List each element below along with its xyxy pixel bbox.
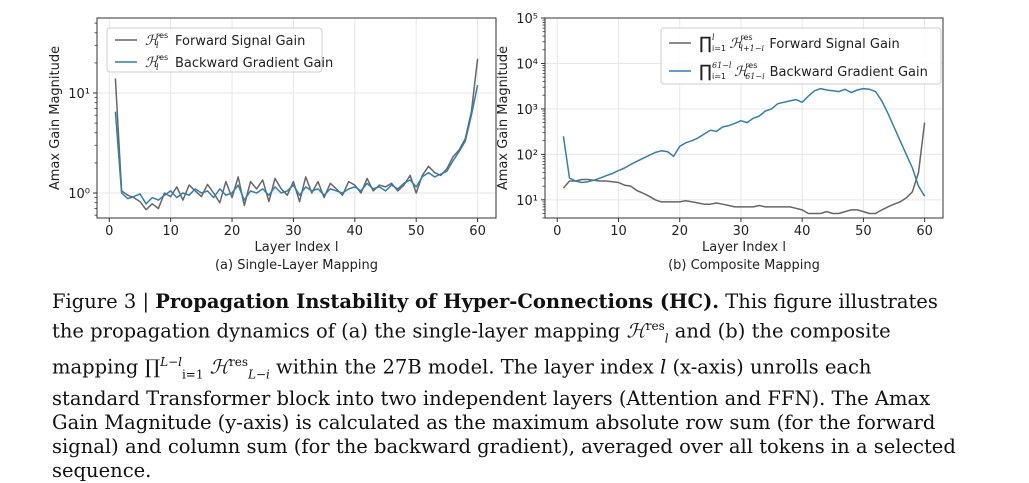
caption-text-3: within the 27B model. The layer index (269, 355, 660, 379)
panel-b-ytick-label-100: 10² (516, 148, 538, 163)
panel-a-xtick-label-50: 50 (408, 224, 425, 239)
panel-b-ticks: 0 10 20 30 40 50 60 10¹ 10² 10³ 10⁴ 10⁵ (516, 12, 933, 239)
panel-a-series-backward-line (114, 84, 479, 205)
caption-math-prod-sup: L−l (160, 355, 182, 370)
caption-math-h-sup: res (645, 319, 665, 333)
caption-math-l: l (660, 355, 667, 379)
panel-b-frame (544, 17, 944, 219)
panel-a-xtick-label-60: 60 (469, 224, 486, 239)
panel-b-xtick-label-0: 0 (553, 224, 561, 239)
panel-a-ytick-label-10: 10¹ (68, 87, 90, 102)
panel-a-legend-box (106, 27, 323, 73)
panel-b-legend-box (660, 27, 942, 85)
panel-a-xtick-label-10: 10 (162, 224, 179, 239)
panel-a-legend-sup-backward: res (156, 53, 168, 62)
caption-text-1: This figure illustrates the propagation … (52, 290, 938, 343)
panel-a-legend-sub-forward: l (156, 41, 159, 50)
panel-b-legend-prod-sup-backward: 61−l (712, 61, 732, 70)
panel-b-xlabel: Layer Index l (702, 240, 786, 255)
panel-b-legend-label-backward: Backward Gradient Gain (770, 65, 928, 80)
panel-b-legend-sup-forward: res (740, 33, 752, 42)
panel-a-xtick-label-20: 20 (224, 224, 241, 239)
panel-b-xtick-label-30: 30 (733, 224, 750, 239)
panel-b-series-backward-line (562, 87, 926, 197)
panel-a-legend-sup-forward: res (156, 31, 168, 40)
panel-b-series (562, 87, 926, 215)
panel-b-legend-sub-forward: l+1−i (740, 44, 764, 53)
panel-b-legend: ∏ li=1 ℋresl+1−i Forward Signal Gain∏ 61−li=… (660, 27, 942, 85)
panel-a-series (114, 58, 479, 211)
caption-math-prod: ∏ (144, 355, 161, 379)
panel-a-xtick-label-40: 40 (347, 224, 364, 239)
panel-b-legend-prod-forward: ∏ (699, 34, 712, 54)
panel-b-legend-sup-backward: res (745, 61, 757, 70)
panel-b-xtick-label-20: 20 (671, 224, 688, 239)
panel-b-ytick-label-10000: 10⁴ (516, 57, 538, 72)
caption-label: Figure 3 | (52, 290, 156, 313)
panel-b-legend-prod-sup-forward: l (712, 33, 715, 42)
panel-b-ytick-label-1000: 10³ (516, 103, 538, 118)
panel-a-legend-math-forward: ℋ (145, 33, 161, 49)
panel-b-xtick-label-10: 10 (610, 224, 627, 239)
panel-a-frame (96, 17, 497, 219)
caption-title: Propagation Instability of Hyper-Connect… (155, 290, 720, 313)
panel-a-xtick-label-30: 30 (285, 224, 302, 239)
panel-b-legend-math-backward: ℋ (734, 64, 750, 80)
panel-b-legend-prod-sub-forward: i=1 (712, 44, 726, 53)
panel-a-subtitle: (a) Single-Layer Mapping (215, 258, 378, 273)
panel-b-ytick-label-100000: 10⁵ (516, 12, 538, 27)
caption-text-2: and (b) the composite mapping (52, 319, 891, 379)
panel-b-xtick-label-50: 50 (855, 224, 872, 239)
panel-b: 0 10 20 30 40 50 60 10¹ 10² 10³ 10⁴ 10⁵ Amax Gain M… (496, 12, 944, 273)
panel-b-legend-label-forward: Forward Signal Gain (769, 37, 899, 52)
panel-a-legend-math-backward: ℋ (145, 55, 161, 71)
panel-b-ylabel: Amax Gain Magnitude (496, 46, 511, 190)
panel-b-legend-math-forward: ℋ (729, 36, 745, 52)
caption-math-h-sub: l (664, 331, 669, 346)
panel-b-ytick-label-10: 10¹ (516, 194, 538, 209)
caption-math-prod-sub: i=1 (181, 367, 204, 382)
panel-b-series-forward-line (562, 122, 926, 215)
panel-a-legend-sub-backward: l (156, 63, 159, 72)
panel-a-ticks: 0 10 20 30 40 50 60 10⁰ 10¹ (68, 22, 486, 239)
panel-a-series-forward-line (114, 58, 479, 211)
panel-b-xtick-label-40: 40 (794, 224, 811, 239)
caption-math-h2-sup: res (228, 355, 248, 370)
panel-a-legend-label-forward: Forward Signal Gain (175, 34, 305, 49)
panel-b-xtick-label-60: 60 (916, 224, 933, 239)
panel-a-legend-label-backward: Backward Gradient Gain (175, 56, 333, 71)
panel-b-legend-sub-backward: 61−i (745, 72, 765, 81)
caption-math-h: ℋ (626, 319, 646, 343)
panel-a-ylabel: Amax Gain Magnitude (48, 46, 63, 190)
panel-b-legend-prod-backward: ∏ (699, 62, 712, 82)
figure-caption: Figure 3 | Propagation Instability of Hy… (52, 290, 957, 483)
panel-a-xtick-label-0: 0 (105, 224, 113, 239)
caption-math-h2-sub: L−i (247, 367, 270, 382)
panel-b-subtitle: (b) Composite Mapping (668, 258, 820, 273)
panel-a-ytick-label-1: 10⁰ (68, 187, 90, 202)
caption-math-h2: ℋ (203, 355, 229, 379)
caption-text-4: (x-axis) unrolls each standard Transform… (52, 355, 956, 482)
panel-a-xlabel: Layer Index l (255, 240, 339, 255)
panel-b-legend-prod-sub-backward: i=1 (712, 72, 726, 81)
